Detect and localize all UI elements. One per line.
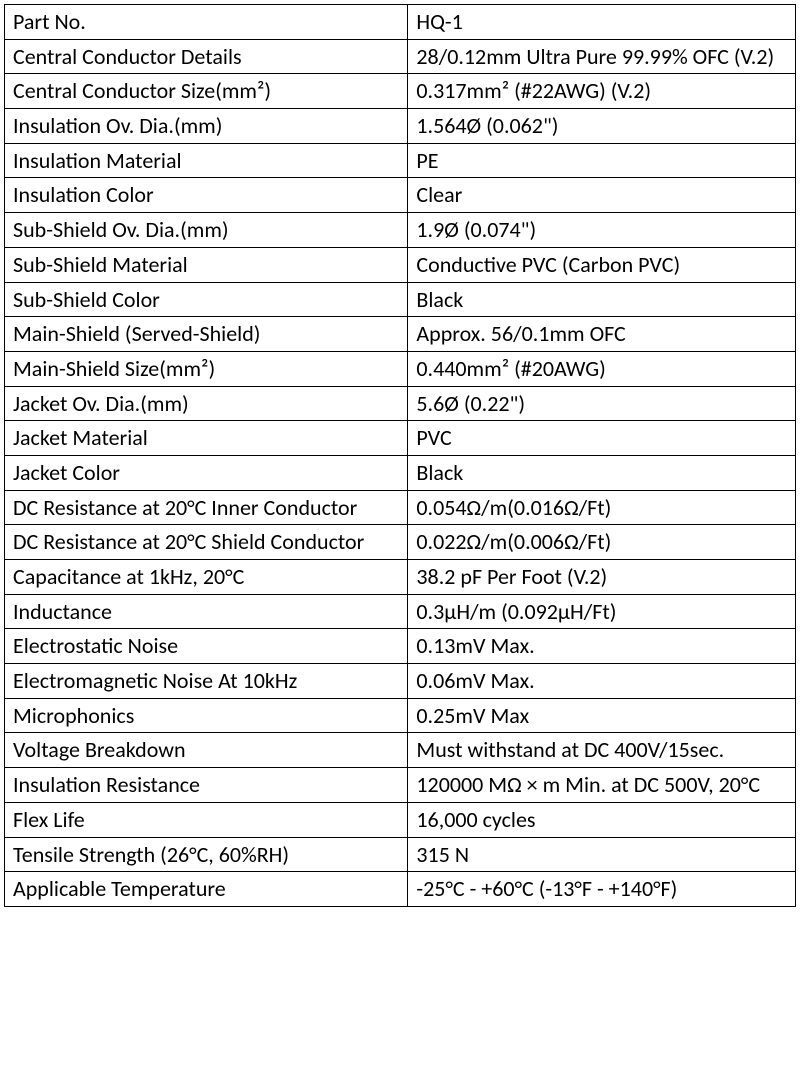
spec-label: DC Resistance at 20°C Shield Conductor	[5, 525, 408, 560]
table-row: Main-Shield Size(mm²)0.440mm² (#20AWG)	[5, 351, 796, 386]
table-row: Part No.HQ-1	[5, 5, 796, 40]
table-row: Sub-Shield ColorBlack	[5, 282, 796, 317]
spec-table: Part No.HQ-1Central Conductor Details28/…	[4, 4, 796, 907]
spec-value: Conductive PVC (Carbon PVC)	[408, 247, 796, 282]
spec-value: PVC	[408, 421, 796, 456]
spec-value: Black	[408, 455, 796, 490]
spec-label: Central Conductor Size(mm²)	[5, 74, 408, 109]
table-row: Insulation Resistance120000 MΩ × m Min. …	[5, 768, 796, 803]
table-row: Tensile Strength (26°C, 60%RH)315 N	[5, 837, 796, 872]
spec-value: -25°C - +60°C (-13°F - +140°F)	[408, 872, 796, 907]
spec-label: Insulation Resistance	[5, 768, 408, 803]
table-row: Jacket Ov. Dia.(mm)5.6Ø (0.22")	[5, 386, 796, 421]
spec-value: 0.25mV Max	[408, 698, 796, 733]
table-row: Inductance0.3µH/m (0.092µH/Ft)	[5, 594, 796, 629]
table-row: DC Resistance at 20°C Shield Conductor0.…	[5, 525, 796, 560]
spec-value: 0.054Ω/m(0.016Ω/Ft)	[408, 490, 796, 525]
spec-label: Jacket Material	[5, 421, 408, 456]
spec-label: Applicable Temperature	[5, 872, 408, 907]
spec-value: 0.317mm² (#22AWG) (V.2)	[408, 74, 796, 109]
spec-value: PE	[408, 143, 796, 178]
spec-label: Insulation Material	[5, 143, 408, 178]
table-row: Insulation MaterialPE	[5, 143, 796, 178]
table-row: Sub-Shield Ov. Dia.(mm)1.9Ø (0.074")	[5, 213, 796, 248]
table-row: Capacitance at 1kHz, 20°C38.2 pF Per Foo…	[5, 560, 796, 595]
spec-label: DC Resistance at 20°C Inner Conductor	[5, 490, 408, 525]
spec-label: Microphonics	[5, 698, 408, 733]
spec-label: Electrostatic Noise	[5, 629, 408, 664]
spec-label: Main-Shield Size(mm²)	[5, 351, 408, 386]
spec-value: 0.440mm² (#20AWG)	[408, 351, 796, 386]
spec-value: 315 N	[408, 837, 796, 872]
spec-label: Voltage Breakdown	[5, 733, 408, 768]
spec-label: Sub-Shield Color	[5, 282, 408, 317]
spec-value: 0.06mV Max.	[408, 664, 796, 699]
table-row: Jacket MaterialPVC	[5, 421, 796, 456]
spec-value: Clear	[408, 178, 796, 213]
spec-value: 38.2 pF Per Foot (V.2)	[408, 560, 796, 595]
table-row: Sub-Shield MaterialConductive PVC (Carbo…	[5, 247, 796, 282]
table-row: Electrostatic Noise0.13mV Max.	[5, 629, 796, 664]
spec-value: Approx. 56/0.1mm OFC	[408, 317, 796, 352]
spec-value: 0.3µH/m (0.092µH/Ft)	[408, 594, 796, 629]
spec-table-body: Part No.HQ-1Central Conductor Details28/…	[5, 5, 796, 907]
spec-label: Capacitance at 1kHz, 20°C	[5, 560, 408, 595]
table-row: Jacket ColorBlack	[5, 455, 796, 490]
spec-label: Part No.	[5, 5, 408, 40]
table-row: DC Resistance at 20°C Inner Conductor0.0…	[5, 490, 796, 525]
table-row: Electromagnetic Noise At 10kHz0.06mV Max…	[5, 664, 796, 699]
spec-value: 1.564Ø (0.062")	[408, 109, 796, 144]
table-row: Insulation Ov. Dia.(mm)1.564Ø (0.062")	[5, 109, 796, 144]
spec-value: 0.13mV Max.	[408, 629, 796, 664]
spec-value: HQ-1	[408, 5, 796, 40]
spec-label: Jacket Color	[5, 455, 408, 490]
spec-label: Insulation Ov. Dia.(mm)	[5, 109, 408, 144]
spec-value: 0.022Ω/m(0.006Ω/Ft)	[408, 525, 796, 560]
spec-value: 28/0.12mm Ultra Pure 99.99% OFC (V.2)	[408, 39, 796, 74]
spec-value: Must withstand at DC 400V/15sec.	[408, 733, 796, 768]
spec-label: Electromagnetic Noise At 10kHz	[5, 664, 408, 699]
spec-value: 120000 MΩ × m Min. at DC 500V, 20°C	[408, 768, 796, 803]
spec-label: Sub-Shield Material	[5, 247, 408, 282]
spec-label: Main-Shield (Served-Shield)	[5, 317, 408, 352]
spec-label: Insulation Color	[5, 178, 408, 213]
table-row: Main-Shield (Served-Shield)Approx. 56/0.…	[5, 317, 796, 352]
table-row: Flex Life16,000 cycles	[5, 802, 796, 837]
spec-label: Jacket Ov. Dia.(mm)	[5, 386, 408, 421]
spec-value: 5.6Ø (0.22")	[408, 386, 796, 421]
spec-label: Flex Life	[5, 802, 408, 837]
spec-label: Central Conductor Details	[5, 39, 408, 74]
spec-value: Black	[408, 282, 796, 317]
table-row: Central Conductor Details28/0.12mm Ultra…	[5, 39, 796, 74]
spec-value: 1.9Ø (0.074")	[408, 213, 796, 248]
table-row: Central Conductor Size(mm²)0.317mm² (#22…	[5, 74, 796, 109]
table-row: Insulation ColorClear	[5, 178, 796, 213]
table-row: Voltage BreakdownMust withstand at DC 40…	[5, 733, 796, 768]
spec-label: Tensile Strength (26°C, 60%RH)	[5, 837, 408, 872]
spec-value: 16,000 cycles	[408, 802, 796, 837]
spec-label: Inductance	[5, 594, 408, 629]
spec-label: Sub-Shield Ov. Dia.(mm)	[5, 213, 408, 248]
table-row: Microphonics0.25mV Max	[5, 698, 796, 733]
table-row: Applicable Temperature-25°C - +60°C (-13…	[5, 872, 796, 907]
